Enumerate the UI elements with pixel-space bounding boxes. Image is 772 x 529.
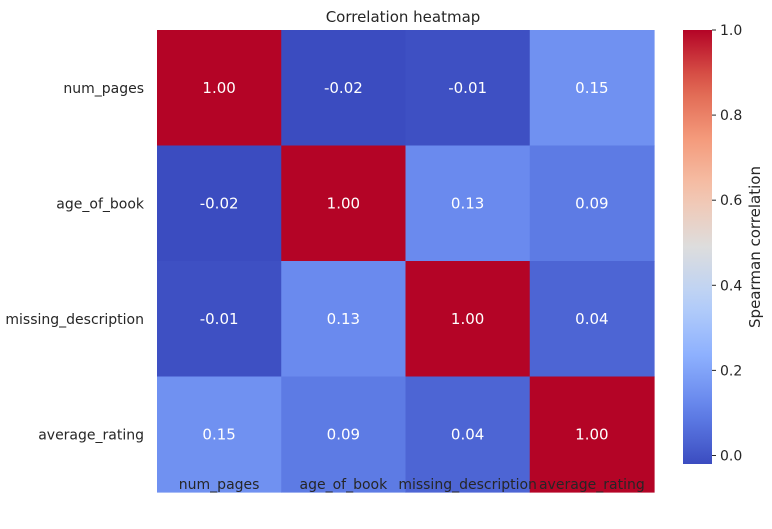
- cell-value-label: 1.00: [202, 79, 235, 97]
- heatmap-cell: [529, 261, 655, 378]
- cell-value-label: 0.15: [575, 79, 608, 97]
- heatmap-cell: [281, 376, 407, 493]
- heatmap-cell: [157, 376, 282, 493]
- row-tick-label: average_rating: [38, 427, 144, 443]
- cell-value-label: 0.04: [451, 425, 484, 443]
- cell-value-label: 0.09: [575, 194, 608, 212]
- heatmap-cell: [157, 261, 282, 378]
- colorbar-label: Spearman correlation: [746, 166, 764, 328]
- column-tick-label: missing_description: [398, 477, 537, 493]
- heatmap-cells: 1.00 -0.02 -0.01 0.15 -0.02 1.00 0.13 0.09 -0.01…: [157, 30, 655, 493]
- heatmap-cell: [157, 30, 282, 147]
- column-tick-labels: num_pages age_of_book missing_description a…: [179, 477, 645, 493]
- cell-value-label: -0.01: [200, 310, 239, 328]
- cell-value-label: 0.13: [327, 310, 360, 328]
- cell-value-label: 0.13: [451, 194, 484, 212]
- colorbar-tick-label: 0.6: [720, 193, 742, 209]
- cell-value-label: 0.04: [575, 310, 608, 328]
- cell-value-label: 1.00: [575, 425, 608, 443]
- cell-value-label: -0.01: [448, 79, 487, 97]
- row-tick-label: age_of_book: [56, 196, 145, 212]
- heatmap-cell: [529, 145, 655, 262]
- heatmap-cell: [157, 145, 282, 262]
- colorbar-tick-label: 1.0: [720, 23, 742, 39]
- heatmap-cell: [281, 261, 407, 378]
- colorbar: 0.0 0.2 0.4 0.6 0.8 1.0 Spearman correlation: [683, 23, 764, 464]
- cell-value-label: 0.09: [327, 425, 360, 443]
- column-tick-label: age_of_book: [300, 477, 389, 493]
- chart-title: Correlation heatmap: [326, 8, 481, 26]
- heatmap-cell: [281, 30, 407, 147]
- heatmap-cell: [529, 30, 655, 147]
- heatmap-cell: [405, 261, 531, 378]
- heatmap-cell: [529, 376, 655, 493]
- colorbar-tick-label: 0.0: [720, 448, 742, 464]
- colorbar-tick-label: 0.8: [720, 108, 742, 124]
- cell-value-label: -0.02: [324, 79, 363, 97]
- column-tick-label: average_rating: [539, 477, 645, 493]
- colorbar-tick-label: 0.2: [720, 363, 742, 379]
- heatmap-cell: [405, 145, 531, 262]
- cell-value-label: 1.00: [451, 310, 484, 328]
- row-tick-label: num_pages: [63, 81, 144, 97]
- colorbar-gradient: [683, 30, 712, 464]
- column-tick-label: num_pages: [179, 477, 260, 493]
- row-tick-label: missing_description: [5, 312, 144, 328]
- heatmap-cell: [405, 30, 531, 147]
- row-tick-labels: num_pages age_of_book missing_descriptiona…: [5, 81, 144, 444]
- colorbar-ticks: 0.0 0.2 0.4 0.6 0.8 1.0: [712, 23, 742, 464]
- heatmap-cell: [405, 376, 531, 493]
- colorbar-tick-label: 0.4: [720, 278, 742, 294]
- cell-value-label: 0.15: [202, 425, 235, 443]
- cell-value-label: -0.02: [200, 194, 239, 212]
- cell-value-label: 1.00: [327, 194, 360, 212]
- heatmap-cell: [281, 145, 407, 262]
